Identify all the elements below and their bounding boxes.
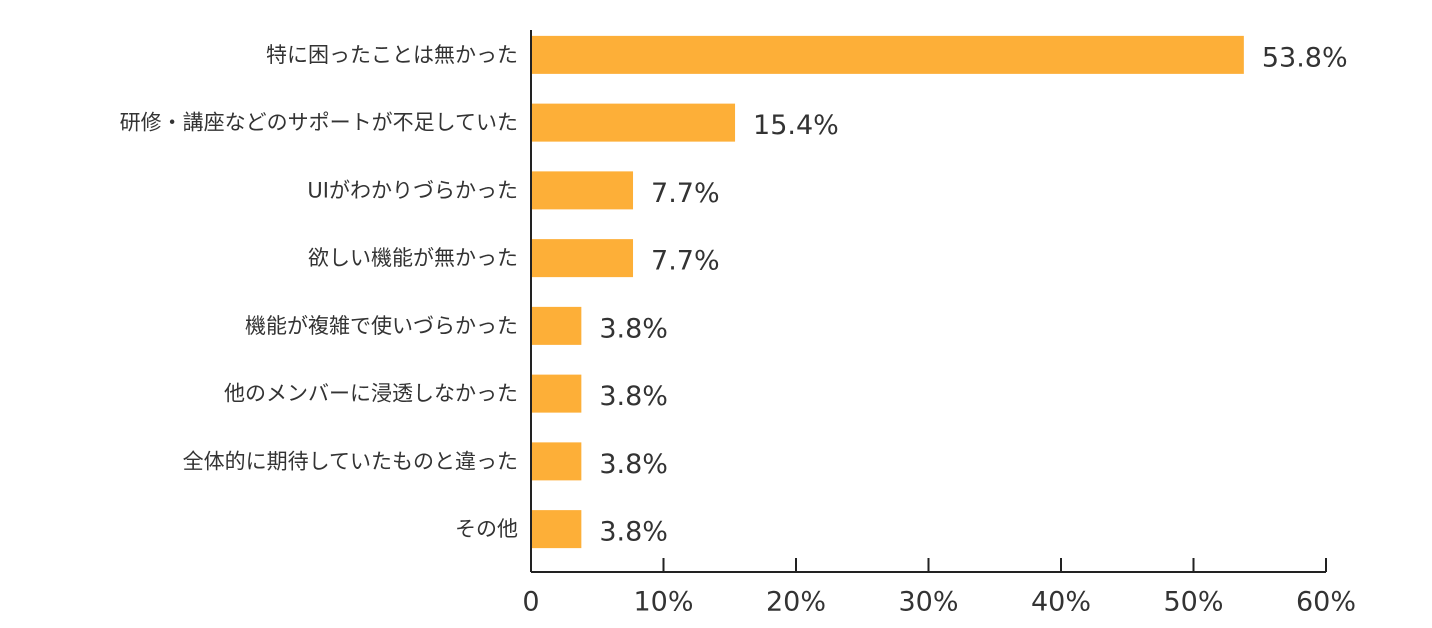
bar xyxy=(531,103,736,142)
value-label: 3.8% xyxy=(599,449,668,480)
bar xyxy=(531,510,582,549)
bar xyxy=(531,171,634,210)
value-label: 3.8% xyxy=(599,517,668,548)
x-tick-label: 20% xyxy=(766,587,826,618)
category-label: 全体的に期待していたものと違った xyxy=(183,449,518,473)
category-label: UIがわかりづらかった xyxy=(307,178,518,202)
value-label: 15.4% xyxy=(753,110,839,141)
value-label: 3.8% xyxy=(599,313,668,344)
x-tick-label: 50% xyxy=(1163,587,1223,618)
x-tick-label: 40% xyxy=(1031,587,1091,618)
bar xyxy=(531,239,634,278)
value-label: 3.8% xyxy=(599,381,668,412)
value-labels: 53.8% 15.4% 7.7% 7.7% 3.8% 3.8% 3.8% 3.8% xyxy=(599,42,1347,547)
category-label: 他のメンバーに浸透しなかった xyxy=(224,382,518,406)
category-label: 機能が複雑で使いづらかった xyxy=(245,314,518,338)
bar xyxy=(531,35,1244,74)
value-label: 7.7% xyxy=(651,178,720,209)
category-label: 特に困ったことは無かった xyxy=(266,43,518,67)
bars-group xyxy=(531,35,1244,549)
category-label: 欲しい機能が無かった xyxy=(308,246,518,270)
axes: 0 10% 20% 30% 40% 50% 60% xyxy=(522,30,1356,618)
x-tick-label: 10% xyxy=(633,587,693,618)
bar xyxy=(531,442,582,481)
x-tick-label: 30% xyxy=(898,587,958,618)
value-label: 7.7% xyxy=(651,246,720,277)
bar xyxy=(531,306,582,345)
category-label: 研修・講座などのサポートが不足していた xyxy=(120,111,518,135)
bar xyxy=(531,374,582,413)
category-label: その他 xyxy=(455,517,518,541)
x-tick-label: 0 xyxy=(522,587,539,618)
x-tick-label: 60% xyxy=(1296,587,1356,618)
value-label: 53.8% xyxy=(1262,42,1348,73)
